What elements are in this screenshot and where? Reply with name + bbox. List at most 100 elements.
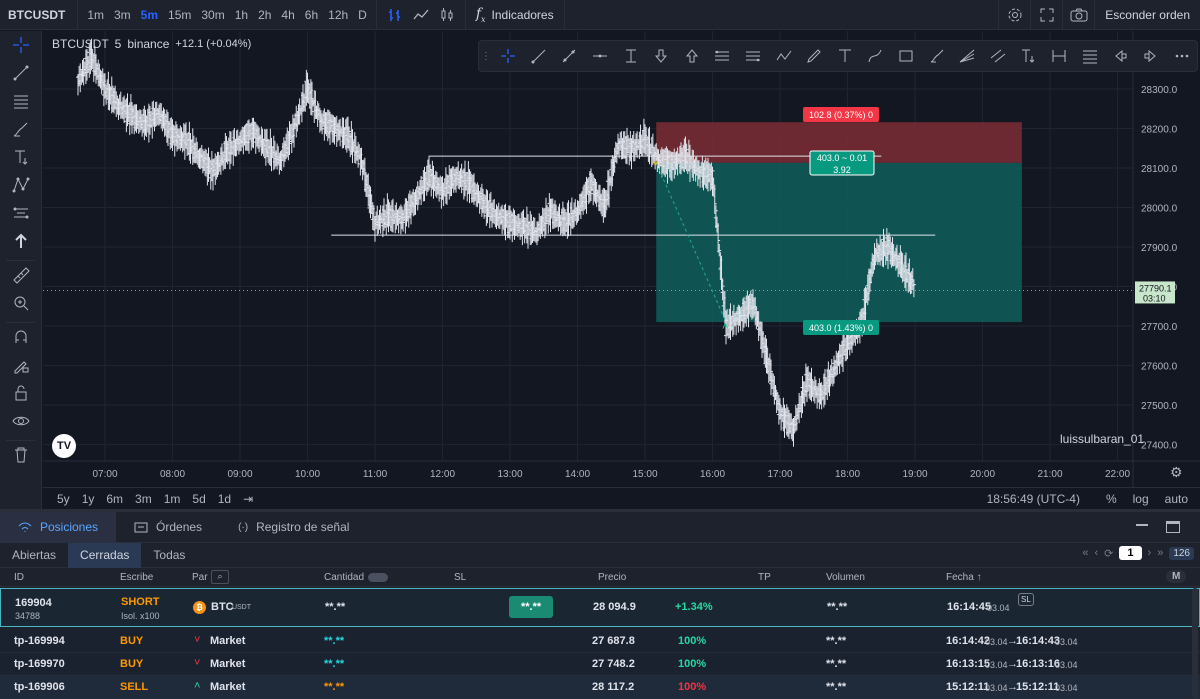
col-escribe[interactable]: Escribe	[120, 572, 154, 583]
crosshair-tool[interactable]	[0, 31, 42, 59]
table-scrollbar[interactable]	[1192, 588, 1198, 698]
quantity-toggle[interactable]	[368, 573, 388, 582]
hide-order-button[interactable]: Esconder orden	[1094, 0, 1200, 30]
timeframe-1m[interactable]: 1m	[87, 7, 104, 22]
trendline-tool[interactable]	[523, 41, 554, 71]
range-5y[interactable]: 5y	[57, 491, 70, 506]
tab-positions[interactable]: Posiciones	[0, 511, 117, 543]
first-page-icon[interactable]: «	[1082, 547, 1089, 559]
timeframe-3m[interactable]: 3m	[114, 7, 131, 22]
prediction-tool[interactable]	[0, 199, 42, 227]
range-1m[interactable]: 1m	[163, 491, 181, 506]
arrow-up-tool[interactable]	[676, 41, 707, 71]
subtab-closed[interactable]: Cerradas	[68, 542, 142, 568]
page-number[interactable]: 1	[1119, 546, 1142, 560]
fullscreen-button[interactable]	[1030, 0, 1062, 30]
timeframe-12h[interactable]: 12h	[328, 7, 349, 22]
channel-tool[interactable]	[983, 41, 1014, 71]
long-position-tool[interactable]	[707, 41, 738, 71]
drag-handle[interactable]: ⋮	[480, 50, 491, 62]
col-par[interactable]: Par	[192, 572, 208, 583]
axis-settings-icon[interactable]: ⚙	[1170, 464, 1183, 480]
next-page-icon[interactable]: ›	[1147, 547, 1152, 559]
timeframe-5m[interactable]: 5m	[140, 7, 159, 22]
range-1d[interactable]: 1d	[217, 491, 232, 506]
visibility-tool[interactable]	[0, 407, 42, 435]
price-chart[interactable]: ˅˄ 28300.028200.028100.028000.027900.027…	[43, 31, 1200, 487]
maximize-panel-button[interactable]	[1166, 521, 1180, 533]
bar-chart-icon[interactable]	[387, 7, 403, 23]
arrow-tool[interactable]	[0, 227, 42, 255]
fib-tool[interactable]	[0, 87, 42, 115]
trendline-tool[interactable]	[0, 59, 42, 87]
range-3m[interactable]: 3m	[135, 491, 152, 506]
prev-page-icon[interactable]: ‹	[1094, 547, 1099, 559]
table-row[interactable]: tp-169970 BUY ˅ Market **.** 27 748.2 10…	[0, 653, 1200, 676]
col-sl[interactable]: SL	[454, 572, 467, 583]
vertical-measure-tool[interactable]	[615, 41, 646, 71]
col-precio[interactable]: Precio	[598, 572, 627, 583]
pattern-tool[interactable]	[0, 171, 42, 199]
range-6m[interactable]: 6m	[106, 491, 124, 506]
arrow-down-tool[interactable]	[646, 41, 677, 71]
tab-signal-log[interactable]: (·) Registro de señal	[220, 512, 367, 543]
timeframe-d[interactable]: D	[358, 7, 367, 22]
pair-search-icon[interactable]: ⌕	[211, 570, 229, 584]
col-cantidad[interactable]: Cantidad	[324, 572, 365, 583]
col-m-toggle[interactable]: M	[1166, 570, 1187, 583]
percent-toggle[interactable]: %	[1105, 491, 1117, 506]
timeframe-4h[interactable]: 4h	[281, 7, 295, 22]
curve-tool[interactable]	[860, 41, 891, 71]
col-tp[interactable]: TP	[758, 572, 771, 583]
panel-resize-handle[interactable]	[0, 509, 1200, 512]
line-chart-icon[interactable]	[413, 7, 429, 23]
horizontal-line-tool[interactable]	[585, 41, 616, 71]
short-position-tool[interactable]	[738, 41, 769, 71]
zoom-tool[interactable]	[0, 289, 42, 317]
timeframe-2h[interactable]: 2h	[258, 7, 272, 22]
log-toggle[interactable]: log	[1132, 491, 1149, 506]
col-id[interactable]: ID	[14, 572, 24, 583]
timeframe-1h[interactable]: 1h	[234, 7, 249, 22]
subtab-open[interactable]: Abiertas	[12, 548, 57, 562]
brush-tool[interactable]	[0, 115, 42, 143]
row-sl[interactable]: **.**	[509, 596, 554, 618]
cross-tool[interactable]	[493, 41, 524, 71]
col-volumen[interactable]: Volumen	[826, 572, 865, 583]
clock[interactable]: 18:56:49 (UTC-4)	[986, 491, 1080, 506]
snapshot-button[interactable]	[1062, 0, 1094, 30]
text-tool[interactable]	[830, 41, 861, 71]
date-range-tool[interactable]	[1044, 41, 1075, 71]
timeframe-15m[interactable]: 15m	[168, 7, 192, 22]
refresh-icon[interactable]: ⟳	[1104, 547, 1114, 560]
more-button[interactable]	[1166, 41, 1197, 71]
auto-toggle[interactable]: auto	[1164, 491, 1188, 506]
list-tool[interactable]	[1074, 41, 1105, 71]
col-fecha[interactable]: Fecha ↑	[946, 572, 982, 583]
lock-tool[interactable]	[0, 379, 42, 407]
tab-orders[interactable]: Órdenes	[116, 512, 220, 543]
timeframe-6h[interactable]: 6h	[304, 7, 319, 22]
delete-tool[interactable]	[0, 441, 42, 469]
range-5d[interactable]: 5d	[192, 491, 206, 506]
text-arrow-tool[interactable]	[1013, 41, 1044, 71]
lock-drawing-tool[interactable]	[0, 351, 42, 379]
previous-button[interactable]	[1105, 41, 1136, 71]
brush-tool[interactable]	[921, 41, 952, 71]
minimize-panel-button[interactable]	[1136, 524, 1148, 526]
text-tool[interactable]	[0, 143, 42, 171]
measure-tool[interactable]	[0, 261, 42, 289]
next-button[interactable]	[1136, 41, 1167, 71]
last-page-icon[interactable]: »	[1157, 547, 1164, 559]
timeframe-30m[interactable]: 30m	[201, 7, 225, 22]
pen-tool[interactable]	[799, 41, 830, 71]
settings-button[interactable]	[998, 0, 1030, 30]
table-row[interactable]: tp-169906 SELL ˄ Market **.** 28 117.2 1…	[0, 676, 1200, 699]
rectangle-tool[interactable]	[891, 41, 922, 71]
path-tool[interactable]	[768, 41, 799, 71]
symbol-search[interactable]: BTCUSDT	[0, 0, 79, 30]
candle-chart-icon[interactable]	[439, 7, 455, 23]
goto-date-icon[interactable]: ⇥	[243, 491, 254, 506]
indicators-button[interactable]: fx Indicadores	[466, 0, 565, 30]
range-1y[interactable]: 1y	[81, 491, 95, 506]
